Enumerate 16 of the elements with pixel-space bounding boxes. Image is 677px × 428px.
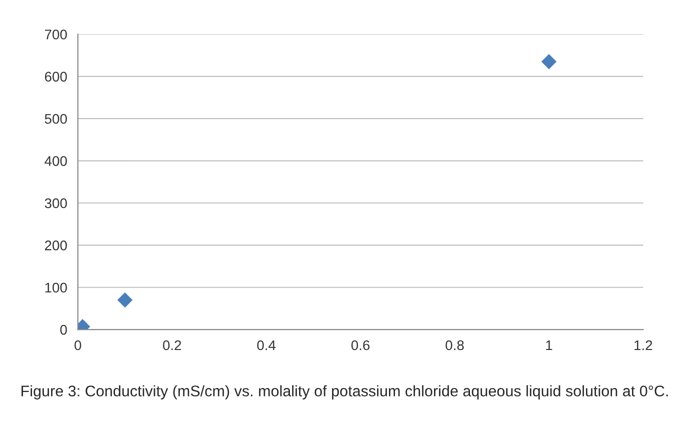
y-tick-label: 400 — [44, 156, 67, 166]
x-tick-label: 0.2 — [162, 340, 182, 350]
y-tick-label: 200 — [44, 240, 67, 250]
y-tick-label: 100 — [45, 282, 67, 293]
x-tick-label: 0.6 — [351, 340, 370, 350]
y-tick-label: 600 — [44, 72, 67, 82]
x-tick-label: 0 — [74, 340, 82, 350]
y-tick-label: 300 — [44, 198, 67, 208]
x-tick-label: 1 — [546, 340, 552, 350]
x-tick-label: 0.4 — [257, 340, 276, 350]
y-tick-label: 0 — [60, 324, 67, 335]
x-tick-label: 0.8 — [446, 340, 464, 350]
y-tick-label: 500 — [44, 114, 67, 124]
x-tick-label: 1.2 — [634, 340, 652, 350]
y-tick-label: 700 — [44, 30, 67, 40]
caption: Figure 3: Conductivity (mS/cm) vs. molality of potassium chloride aqueous liquid solution at 0°C. — [22, 385, 668, 400]
